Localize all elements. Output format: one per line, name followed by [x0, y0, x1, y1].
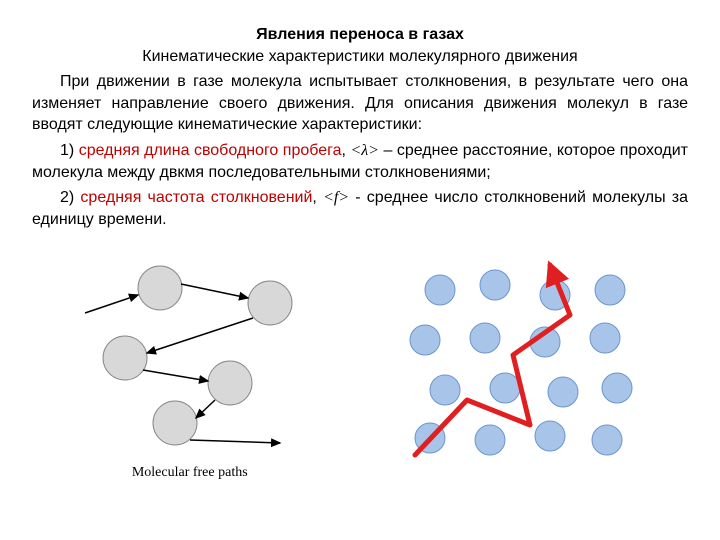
- figure-2-svg: [395, 260, 640, 465]
- figures-row: Molecular free paths: [32, 248, 688, 482]
- figure-1-caption: Molecular free paths: [80, 464, 300, 483]
- title: Явления переноса в газах: [32, 24, 688, 46]
- item-2-comma: ,: [312, 189, 323, 206]
- item-1-highlight: средняя длина свободного пробега: [79, 142, 342, 159]
- item-2-symbol: <f>: [323, 189, 349, 206]
- figure-1: Molecular free paths: [80, 248, 300, 482]
- figure-1-svg: [80, 248, 300, 453]
- item-2-highlight: средняя частота столкновений: [80, 189, 312, 206]
- item-1: 1) средняя длина свободного пробега, <λ>…: [32, 140, 688, 183]
- item-2-prefix: 2): [60, 189, 80, 206]
- figure-2: [395, 260, 640, 472]
- item-1-prefix: 1): [60, 142, 79, 159]
- item-1-symbol: <λ>: [350, 142, 379, 159]
- item-2: 2) средняя частота столкновений, <f> - с…: [32, 187, 688, 230]
- paragraph-intro: При движении в газе молекула испытывает …: [32, 71, 688, 136]
- subtitle: Кинематические характеристики молекулярн…: [32, 46, 688, 68]
